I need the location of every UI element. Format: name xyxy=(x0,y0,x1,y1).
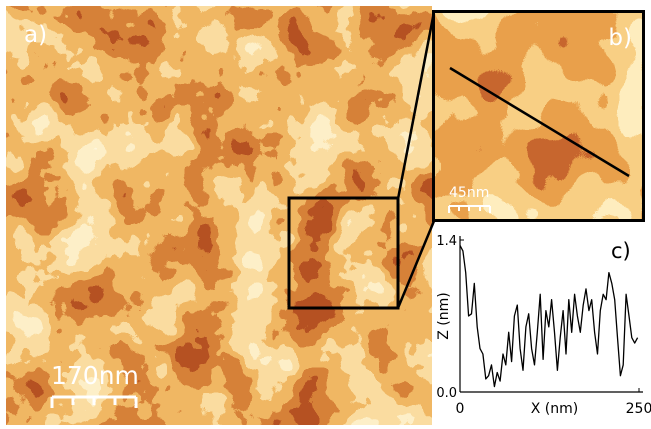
zoom-region-box xyxy=(287,196,400,310)
afm-image-b: b) 45nm xyxy=(432,10,645,222)
scale-bar-b xyxy=(448,205,491,213)
height-profile-chart: 0.0 1.4 0 250 X (nm) Z (nm) xyxy=(436,234,651,417)
x-axis-label: X (nm) xyxy=(531,401,578,417)
chart-labels: 0.0 1.4 0 250 X (nm) Z (nm) xyxy=(436,234,651,417)
afm-image-a: a) 170nm xyxy=(6,6,432,425)
y-tick-label: 1.4 xyxy=(436,234,457,249)
scale-bar-b-label: 45nm xyxy=(449,185,490,201)
panel-label-a: a) xyxy=(24,22,48,48)
afm-texture-a xyxy=(6,6,432,425)
profile-line xyxy=(449,66,630,178)
x-tick-label: 0 xyxy=(456,401,465,417)
panel-label-c: c) xyxy=(611,239,631,263)
profile-series-line xyxy=(459,245,639,388)
scale-bar-a-label: 170nm xyxy=(51,361,139,390)
panel-label-b: b) xyxy=(608,25,632,51)
scale-bar-a xyxy=(50,395,138,408)
afm-image-a-canvas xyxy=(6,6,432,425)
chart-marks xyxy=(459,245,639,388)
x-tick-label: 250 xyxy=(626,401,651,417)
afm-texture-b xyxy=(435,13,642,219)
afm-image-b-canvas xyxy=(435,13,642,219)
chart-axes xyxy=(459,236,643,393)
y-axis-label: Z (nm) xyxy=(436,292,452,339)
y-tick-label: 0.0 xyxy=(436,386,457,401)
